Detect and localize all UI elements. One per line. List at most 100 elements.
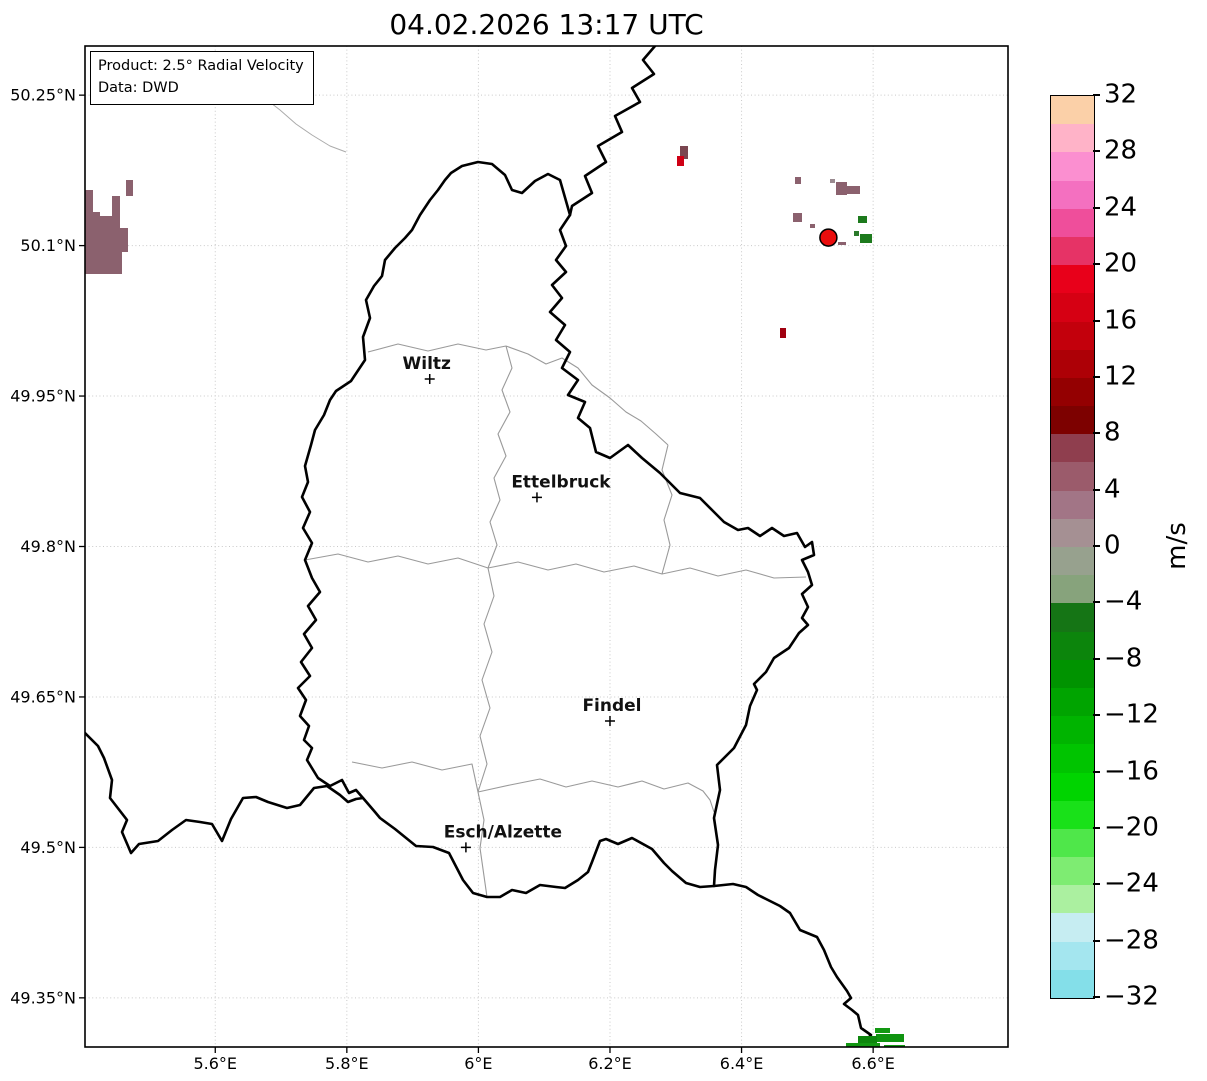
radar-echo [838, 242, 846, 245]
x-tick-label: 6.6°E [851, 1054, 895, 1073]
colorbar-segment [1051, 885, 1094, 914]
colorbar-tick-label: −20 [1104, 812, 1159, 843]
colorbar-tick [1093, 319, 1100, 322]
colorbar-tick [1093, 206, 1100, 209]
y-tick-label: 49.65°N [10, 687, 76, 706]
x-tick-label: 5.6°E [193, 1054, 237, 1073]
colorbar-tick [1093, 94, 1100, 96]
colorbar-tick [1093, 488, 1100, 491]
radar-echo [780, 328, 786, 338]
radar-echo [112, 196, 120, 240]
radar-echo [680, 146, 688, 159]
colorbar-segment [1051, 490, 1094, 519]
x-tick-label: 6.2°E [588, 1054, 632, 1073]
colorbar-segment [1051, 800, 1094, 829]
colorbar-segment [1051, 659, 1094, 688]
radar-echo [847, 186, 860, 194]
radar-echo [858, 1036, 877, 1043]
radar-echo [884, 1045, 905, 1047]
x-tick-label: 5.8°E [325, 1054, 369, 1073]
colorbar-tick-label: 32 [1104, 79, 1138, 110]
colorbar-tick-label: −28 [1104, 925, 1159, 956]
radar-echo [830, 179, 835, 183]
axis-ticks [79, 94, 874, 1053]
colorbar-tick [1093, 657, 1100, 660]
colorbar-segment [1051, 631, 1094, 660]
canton-borders [304, 343, 807, 898]
colorbar-tick [1093, 545, 1100, 547]
city-marker [604, 716, 615, 727]
colorbar-segment [1051, 716, 1094, 745]
colorbar-segment [1051, 124, 1094, 153]
city-label: Wiltz [403, 354, 452, 374]
colorbar-segment [1051, 828, 1094, 858]
radar-echo [677, 156, 684, 166]
product-info-box: Product: 2.5° Radial Velocity Data: DWD [90, 51, 314, 105]
radar-echo [795, 177, 801, 184]
radar-site-marker [819, 228, 838, 247]
country-border-luxembourg [296, 160, 816, 899]
x-tick-label: 6.4°E [720, 1054, 764, 1073]
radar-echo [85, 238, 122, 274]
gridlines [85, 46, 1008, 1047]
colorbar-segment [1051, 575, 1094, 604]
colorbar-segment [1051, 349, 1094, 378]
colorbar-tick-label: 16 [1104, 304, 1138, 335]
city-marker [424, 373, 435, 384]
colorbar-segment [1051, 772, 1094, 801]
city-label: Ettelbruck [511, 472, 611, 492]
colorbar-tick [1093, 826, 1100, 829]
country-border-france-germany [712, 882, 873, 1047]
colorbar-tick [1093, 375, 1100, 378]
radar-echo [875, 1028, 890, 1033]
colorbar-tick-label: −16 [1104, 755, 1159, 786]
country-border-belgium-germany [568, 46, 657, 217]
colorbar-segment [1051, 265, 1094, 294]
colorbar-tick [1093, 996, 1100, 998]
colorbar-tick-label: −24 [1104, 868, 1159, 899]
radar-echo-layer [85, 146, 905, 1047]
colorbar-tick [1093, 939, 1100, 942]
colorbar-tick-label: −12 [1104, 699, 1159, 730]
colorbar-segment [1051, 208, 1094, 237]
city-marker [460, 842, 471, 853]
colorbar-tick-label: 4 [1104, 474, 1121, 505]
y-tick-label: 49.95°N [10, 387, 76, 406]
country-border-france-belgium [85, 731, 365, 855]
colorbar-tick-label: −8 [1104, 643, 1143, 674]
colorbar-tick [1093, 714, 1100, 717]
y-tick-label: 50.25°N [10, 86, 76, 105]
product-info-line1: Product: 2.5° Radial Velocity [98, 58, 304, 74]
y-tick-label: 49.5°N [20, 838, 76, 857]
axis-labels: 5.6°E 5.8°E 6°E 6.2°E 6.4°E 6.6°E 50.25°N 50.1°… [10, 86, 895, 1073]
radar-echo [858, 216, 867, 223]
colorbar-segment [1051, 377, 1094, 407]
colorbar-segment [1051, 321, 1094, 350]
colorbar-tick [1093, 601, 1100, 604]
colorbar-tick-label: 0 [1104, 530, 1121, 561]
colorbar-segment [1051, 180, 1094, 209]
radar-echo [126, 180, 133, 196]
radar-echo [810, 224, 815, 228]
colorbar-segment [1051, 603, 1094, 632]
colorbar-tick-label: −4 [1104, 586, 1143, 617]
colorbar-segment [1051, 969, 1094, 998]
colorbar-segment [1051, 547, 1094, 576]
radar-echo [85, 190, 93, 262]
city-layer: Wiltz Ettelbruck Findel Esch/Alzette [403, 354, 642, 853]
colorbar-segment [1051, 857, 1094, 886]
colorbar-tick [1093, 432, 1100, 435]
radar-echo [836, 182, 847, 195]
colorbar-segment [1051, 406, 1094, 435]
colorbar-tick-label: −32 [1104, 981, 1159, 1012]
colorbar-tick-label: 8 [1104, 417, 1121, 448]
colorbar-segment [1051, 744, 1094, 773]
colorbar-tick [1093, 883, 1100, 886]
colorbar-segment [1051, 293, 1094, 322]
radar-echo [118, 228, 128, 252]
y-tick-label: 49.8°N [20, 537, 76, 556]
colorbar-segment [1051, 941, 1094, 970]
city-label: Esch/Alzette [444, 822, 562, 842]
colorbar [1050, 95, 1095, 999]
